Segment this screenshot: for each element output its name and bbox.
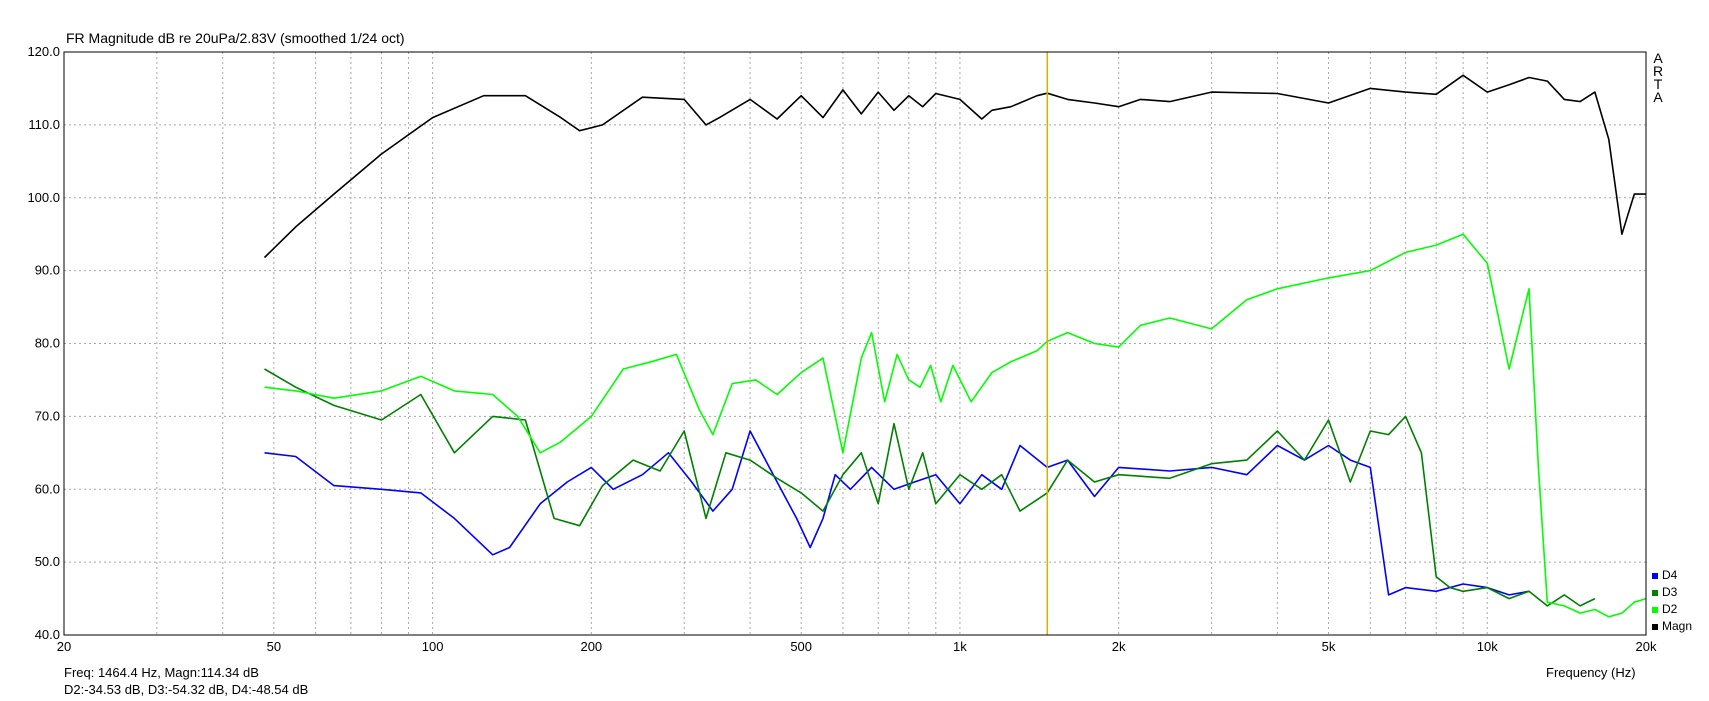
y-tick-label: 100.0	[27, 190, 60, 205]
series-layer	[263, 74, 1647, 618]
x-tick-label: 20k	[1636, 639, 1657, 654]
cursor-readout-distortion: D2:-34.53 dB, D3:-54.32 dB, D4:-48.54 dB	[64, 682, 309, 697]
y-tick-label: 50.0	[35, 554, 60, 569]
legend-item-d2[interactable]: D2	[1652, 601, 1692, 618]
x-tick-label: 20	[57, 639, 71, 654]
series-line-d4	[264, 430, 1530, 596]
x-tick-label: 100	[422, 639, 444, 654]
x-tick-label: 2k	[1112, 639, 1126, 654]
y-tick-label: 80.0	[35, 336, 60, 351]
legend-label: D2	[1662, 602, 1678, 616]
x-tick-label: 50	[267, 639, 281, 654]
legend-item-magn[interactable]: Magn	[1652, 618, 1692, 635]
x-tick-label: 10k	[1477, 639, 1498, 654]
cursor-readout-frequency: Freq: 1464.4 Hz, Magn:114.34 dB	[64, 665, 259, 680]
x-tick-label: 200	[580, 639, 602, 654]
legend-swatch	[1652, 623, 1658, 630]
arta-brand: A R T A	[1651, 50, 1665, 105]
x-tick-label: 1k	[953, 639, 967, 654]
series-line-d2	[264, 233, 1647, 618]
legend-swatch	[1652, 589, 1658, 596]
legend-swatch	[1652, 606, 1658, 613]
y-tick-label: 110.0	[28, 117, 60, 132]
legend-item-d4[interactable]: D4	[1652, 567, 1692, 584]
arta-brand-letter: T	[1653, 76, 1663, 92]
series-line-d3	[264, 368, 1596, 607]
y-tick-label: 70.0	[35, 408, 60, 423]
x-tick-label: 5k	[1322, 639, 1336, 654]
arta-brand-letter: A	[1653, 50, 1663, 66]
chart-legend: D4 D3 D2 Magn	[1652, 567, 1692, 635]
series-line-magn	[263, 74, 1646, 259]
tick-label-layer: 40.0 50.0 60.0 70.0 80.0 90.0 100.0 110.0 120.0 2…	[27, 44, 1657, 654]
arta-brand-letter: A	[1653, 89, 1663, 105]
plot-frame	[63, 51, 1647, 636]
legend-label: D4	[1662, 568, 1678, 582]
legend-swatch	[1652, 572, 1658, 579]
y-tick-label: 90.0	[35, 263, 60, 278]
chart-title: FR Magnitude dB re 20uPa/2.83V (smoothed…	[66, 30, 405, 46]
x-tick-label: 500	[790, 639, 812, 654]
y-tick-label: 60.0	[35, 481, 60, 496]
grid-layer	[64, 52, 1646, 635]
x-axis-label: Frequency (Hz)	[1546, 665, 1636, 680]
legend-label: D3	[1662, 585, 1678, 599]
legend-label: Magn	[1662, 619, 1693, 633]
y-tick-label: 120.0	[27, 44, 60, 59]
y-tick-label: 40.0	[35, 627, 60, 642]
legend-item-d3[interactable]: D3	[1652, 584, 1692, 601]
arta-brand-letter: R	[1652, 63, 1664, 79]
